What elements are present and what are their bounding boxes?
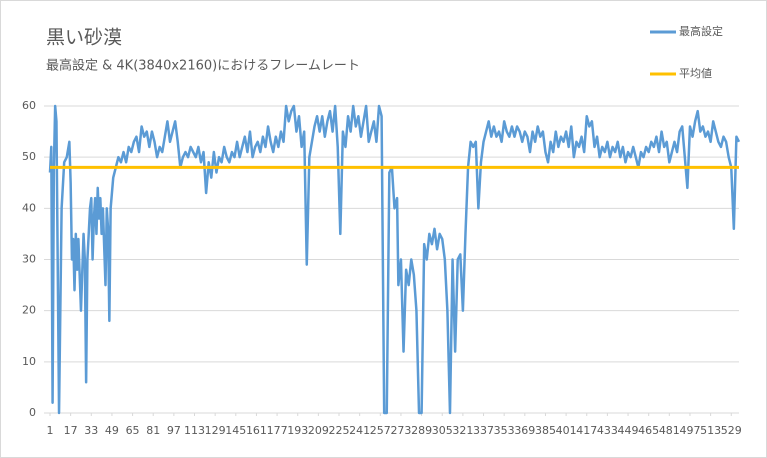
x-tick-label: 401 bbox=[556, 424, 577, 437]
x-tick-label: 433 bbox=[597, 424, 618, 437]
legend-label: 最高設定 bbox=[679, 24, 723, 38]
y-tick-label: 20 bbox=[22, 304, 36, 317]
chart-title: 黒い砂漠 bbox=[46, 27, 122, 49]
y-tick-label: 30 bbox=[22, 253, 36, 266]
chart-subtitle: 最高設定 & 4K(3840x2160)におけるフレームレート bbox=[46, 58, 360, 74]
x-tick-label: 529 bbox=[721, 424, 742, 437]
x-tick-label: 113 bbox=[184, 424, 205, 437]
x-tick-label: 369 bbox=[514, 424, 535, 437]
x-tick-label: 481 bbox=[659, 424, 680, 437]
x-tick-label: 465 bbox=[638, 424, 659, 437]
x-tick-label: 225 bbox=[329, 424, 350, 437]
x-tick-label: 33 bbox=[84, 424, 98, 437]
x-tick-label: 161 bbox=[246, 424, 267, 437]
x-tick-label: 417 bbox=[576, 424, 597, 437]
x-tick-label: 305 bbox=[432, 424, 453, 437]
x-tick-label: 129 bbox=[205, 424, 226, 437]
y-tick-label: 10 bbox=[22, 355, 36, 368]
x-tick-label: 1 bbox=[47, 424, 54, 437]
x-tick-label: 145 bbox=[225, 424, 246, 437]
x-tick-label: 449 bbox=[618, 424, 639, 437]
x-tick-label: 81 bbox=[146, 424, 160, 437]
x-tick-label: 65 bbox=[126, 424, 140, 437]
x-tick-label: 385 bbox=[535, 424, 556, 437]
x-tick-label: 497 bbox=[679, 424, 700, 437]
x-tick-label: 353 bbox=[494, 424, 515, 437]
x-tick-label: 513 bbox=[700, 424, 721, 437]
x-tick-label: 177 bbox=[267, 424, 288, 437]
x-tick-label: 257 bbox=[370, 424, 391, 437]
x-tick-label: 97 bbox=[167, 424, 181, 437]
legend-label: 平均値 bbox=[679, 67, 712, 80]
x-tick-label: 337 bbox=[473, 424, 494, 437]
series-line bbox=[48, 104, 741, 415]
y-tick-label: 60 bbox=[22, 99, 36, 112]
x-tick-label: 321 bbox=[452, 424, 473, 437]
x-tick-label: 193 bbox=[287, 424, 308, 437]
x-tick-label: 17 bbox=[64, 424, 78, 437]
y-tick-label: 0 bbox=[29, 406, 36, 419]
x-tick-label: 49 bbox=[105, 424, 119, 437]
x-tick-label: 289 bbox=[411, 424, 432, 437]
x-tick-label: 273 bbox=[390, 424, 411, 437]
x-tick-label: 209 bbox=[308, 424, 329, 437]
y-tick-label: 50 bbox=[22, 150, 36, 163]
x-tick-label: 241 bbox=[349, 424, 370, 437]
y-tick-label: 40 bbox=[22, 201, 36, 214]
